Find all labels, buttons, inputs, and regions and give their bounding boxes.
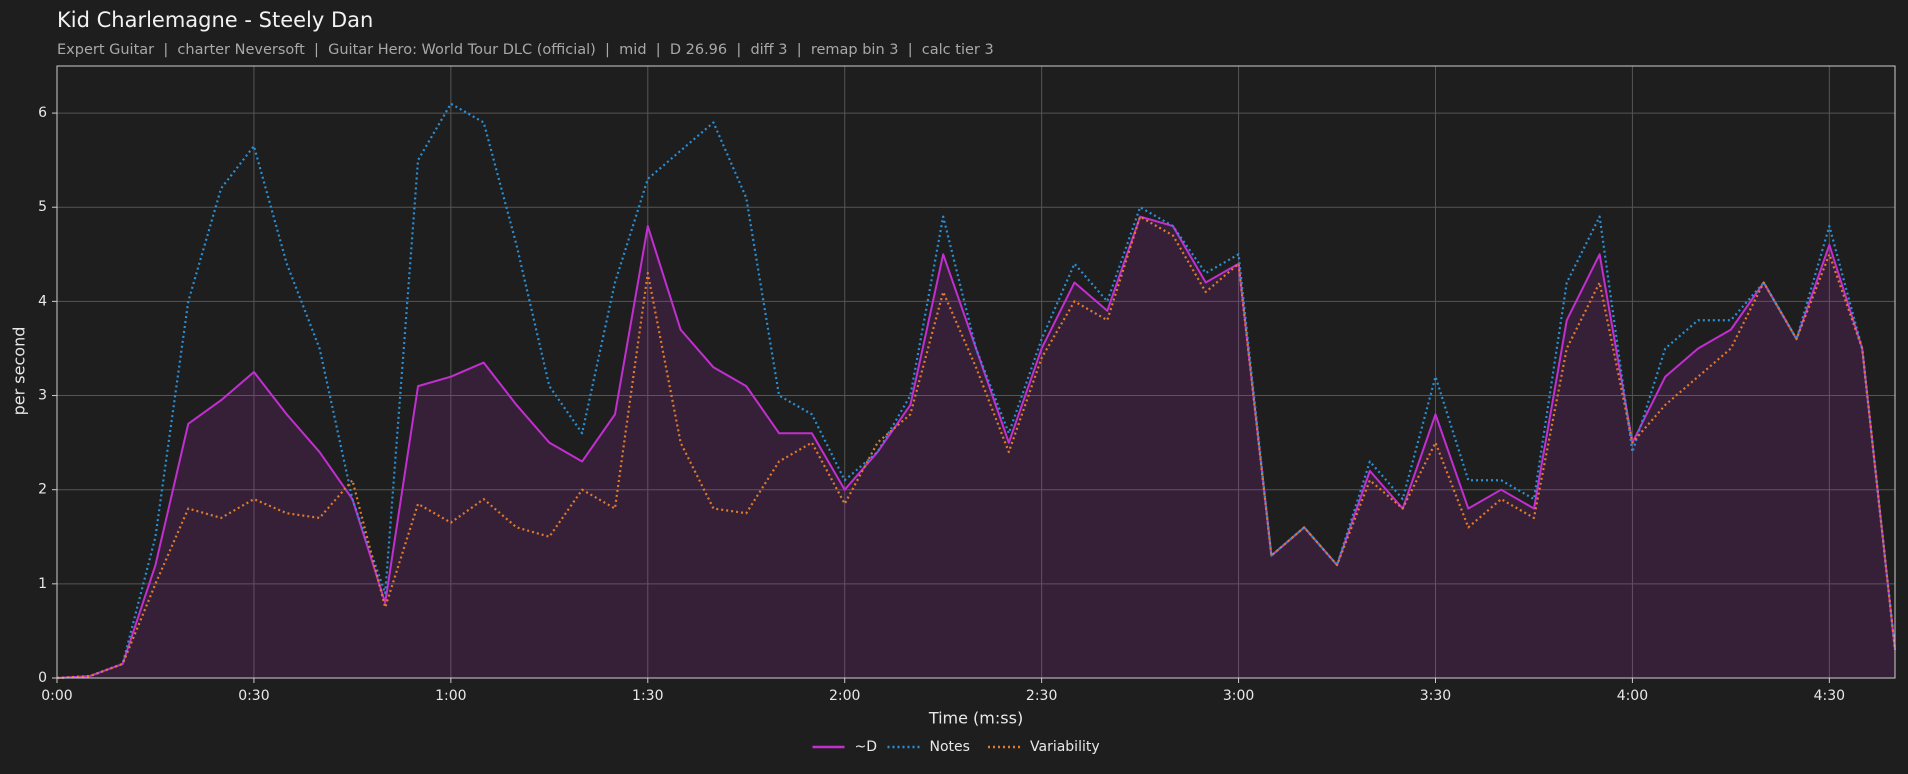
chart-subtitle: Expert Guitar | charter Neversoft | Guit… — [57, 42, 994, 58]
area — [57, 216, 1895, 678]
chart-title: Kid Charlemagne - Steely Dan — [57, 8, 373, 32]
x-tick-label: 2:30 — [1026, 688, 1057, 704]
x-tick-label: 4:30 — [1814, 688, 1845, 704]
x-tick-label: 2:00 — [829, 688, 860, 704]
y-tick-label: 0 — [38, 670, 47, 686]
y-tick-label: 5 — [38, 199, 47, 215]
x-tick-label: 0:30 — [238, 688, 269, 704]
x-tick-label: 1:30 — [632, 688, 663, 704]
x-tick-label: 1:00 — [435, 688, 466, 704]
y-tick-label: 6 — [38, 105, 47, 121]
x-axis-label: Time (m:ss) — [928, 709, 1023, 728]
series-line — [56, 102, 1897, 680]
y-tick-label: 1 — [38, 576, 47, 592]
series-line — [56, 215, 1897, 680]
x-tick-label: 0:00 — [41, 688, 72, 704]
legend-label: ~D — [855, 739, 878, 755]
x-tick-label: 3:00 — [1223, 688, 1254, 704]
y-axis-label: per second — [10, 327, 29, 416]
x-tick-label: 4:00 — [1617, 688, 1648, 704]
y-tick-label: 2 — [38, 482, 47, 498]
legend-label: Notes — [930, 739, 970, 755]
x-tick-label: 3:30 — [1420, 688, 1451, 704]
plot-frame — [56, 65, 1896, 679]
legend-label: Variability — [1030, 739, 1100, 755]
y-tick-label: 3 — [38, 388, 47, 404]
y-tick-label: 4 — [38, 293, 47, 309]
